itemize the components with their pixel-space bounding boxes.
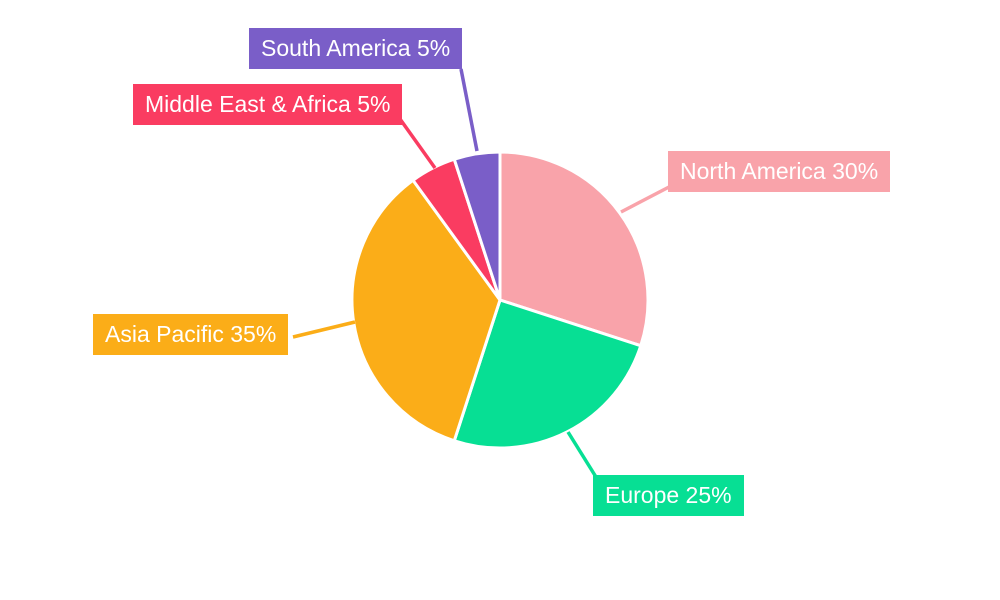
leader-line-asia-pacific [292, 320, 356, 339]
pie-slice-south-america[interactable] [452, 150, 502, 302]
leader-line-north-america [620, 185, 670, 214]
leader-line-middle-east-africa [398, 117, 437, 170]
slice-label-asia-pacific: Asia Pacific 35% [93, 314, 289, 355]
slice-label-north-america: North America 30% [668, 151, 891, 192]
slice-label-south-america: South America 5% [249, 28, 463, 69]
slice-label-middle-east-africa: Middle East & Africa 5% [133, 84, 403, 125]
leader-line-europe [566, 431, 598, 478]
pie-slice-north-america[interactable] [498, 150, 650, 348]
leader-line-south-america [459, 68, 479, 152]
pie-slice-europe[interactable] [452, 298, 643, 450]
slice-label-europe: Europe 25% [593, 475, 744, 516]
